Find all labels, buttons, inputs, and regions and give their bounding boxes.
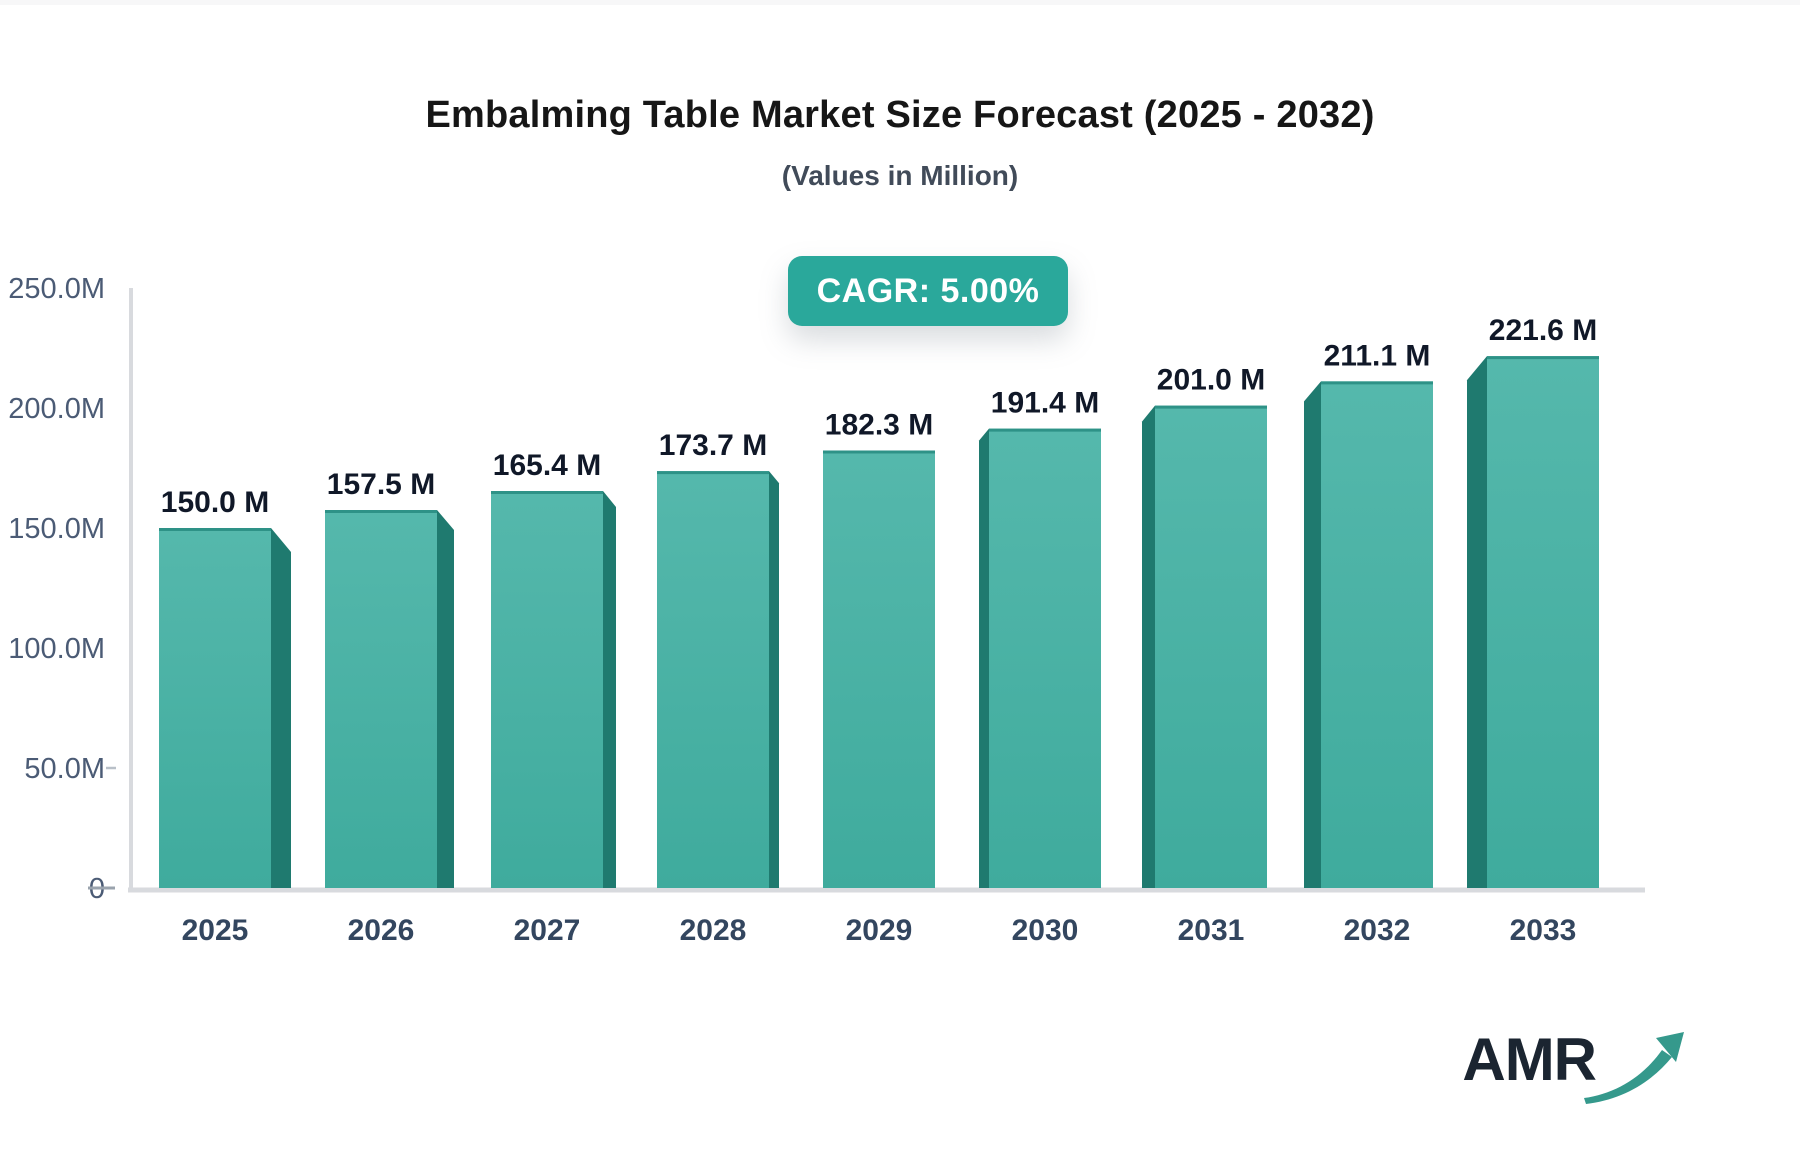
bar-front-face xyxy=(823,450,935,888)
bar-value-label: 157.5 M xyxy=(327,468,435,501)
y-axis-tick-label: 150.0M xyxy=(8,513,105,545)
amr-logo-text: AMR xyxy=(1462,1026,1597,1093)
x-axis-label: 2028 xyxy=(680,914,747,947)
x-axis-label: 2032 xyxy=(1344,914,1411,947)
bar-value-label: 150.0 M xyxy=(161,486,269,519)
y-axis-tick-label: 50.0M xyxy=(24,753,105,785)
bar-group-2031: 201.0 M 2031 xyxy=(1142,364,1267,947)
bar-front-face xyxy=(989,428,1101,888)
bar-side-face xyxy=(769,471,779,888)
bar-front-face xyxy=(1155,405,1267,888)
bar-group-2026: 157.5 M 2026 xyxy=(325,468,454,947)
bar-group-2029: 182.3 M 2029 xyxy=(823,408,935,947)
x-axis-label: 2025 xyxy=(182,914,249,947)
bar-side-face xyxy=(437,510,454,888)
bar-side-face xyxy=(271,528,291,888)
y-axis-tick-label: 200.0M xyxy=(8,393,105,425)
bar-value-label: 201.0 M xyxy=(1157,364,1265,397)
bar-side-face xyxy=(979,428,989,888)
cagr-badge-label: CAGR: 5.00% xyxy=(816,271,1040,310)
bar-side-face xyxy=(1467,356,1487,888)
bar-group-2025: 150.0 M 2025 xyxy=(159,486,291,947)
x-axis-label: 2027 xyxy=(514,914,581,947)
bar-side-face xyxy=(1304,381,1321,888)
bar-group-2032: 211.1 M 2032 xyxy=(1304,339,1433,947)
bar-front-face xyxy=(159,528,271,888)
y-axis-tick-label: 100.0M xyxy=(8,633,105,665)
chart-title: Embalming Table Market Size Forecast (20… xyxy=(425,94,1375,136)
bar-front-face xyxy=(491,491,603,888)
x-axis-label: 2026 xyxy=(348,914,415,947)
bar-group-2028: 173.7 M 2028 xyxy=(657,429,779,947)
bar-group-2027: 165.4 M 2027 xyxy=(491,449,616,947)
bar-front-face xyxy=(1487,356,1599,888)
amr-logo: AMR xyxy=(1462,1030,1690,1110)
bar-value-label: 221.6 M xyxy=(1489,314,1597,347)
bar-value-label: 182.3 M xyxy=(825,408,933,441)
bar-group-2033: 221.6 M 2033 xyxy=(1467,314,1599,947)
top-hairline xyxy=(0,0,1800,5)
bar-front-face xyxy=(325,510,437,888)
bar-value-label: 173.7 M xyxy=(659,429,767,462)
chart-subtitle: (Values in Million) xyxy=(781,160,1019,191)
growth-arrow-icon xyxy=(1584,1032,1684,1104)
x-axis-label: 2029 xyxy=(846,914,913,947)
bar-value-label: 165.4 M xyxy=(493,449,601,482)
bar-value-label: 211.1 M xyxy=(1324,339,1431,372)
cagr-badge: CAGR: 5.00% xyxy=(788,256,1068,326)
bar-side-face xyxy=(1142,405,1155,888)
x-axis-label: 2030 xyxy=(1012,914,1079,947)
bar-front-face xyxy=(1321,381,1433,888)
y-axis-tick-label: 250.0M xyxy=(8,273,105,305)
bar-group-2030: 191.4 M 2030 xyxy=(979,387,1101,947)
bar-value-label: 191.4 M xyxy=(991,387,1099,420)
x-axis-label: 2033 xyxy=(1510,914,1577,947)
x-axis-label: 2031 xyxy=(1178,914,1245,947)
bar-front-face xyxy=(657,471,769,888)
bar-side-face xyxy=(603,491,616,888)
